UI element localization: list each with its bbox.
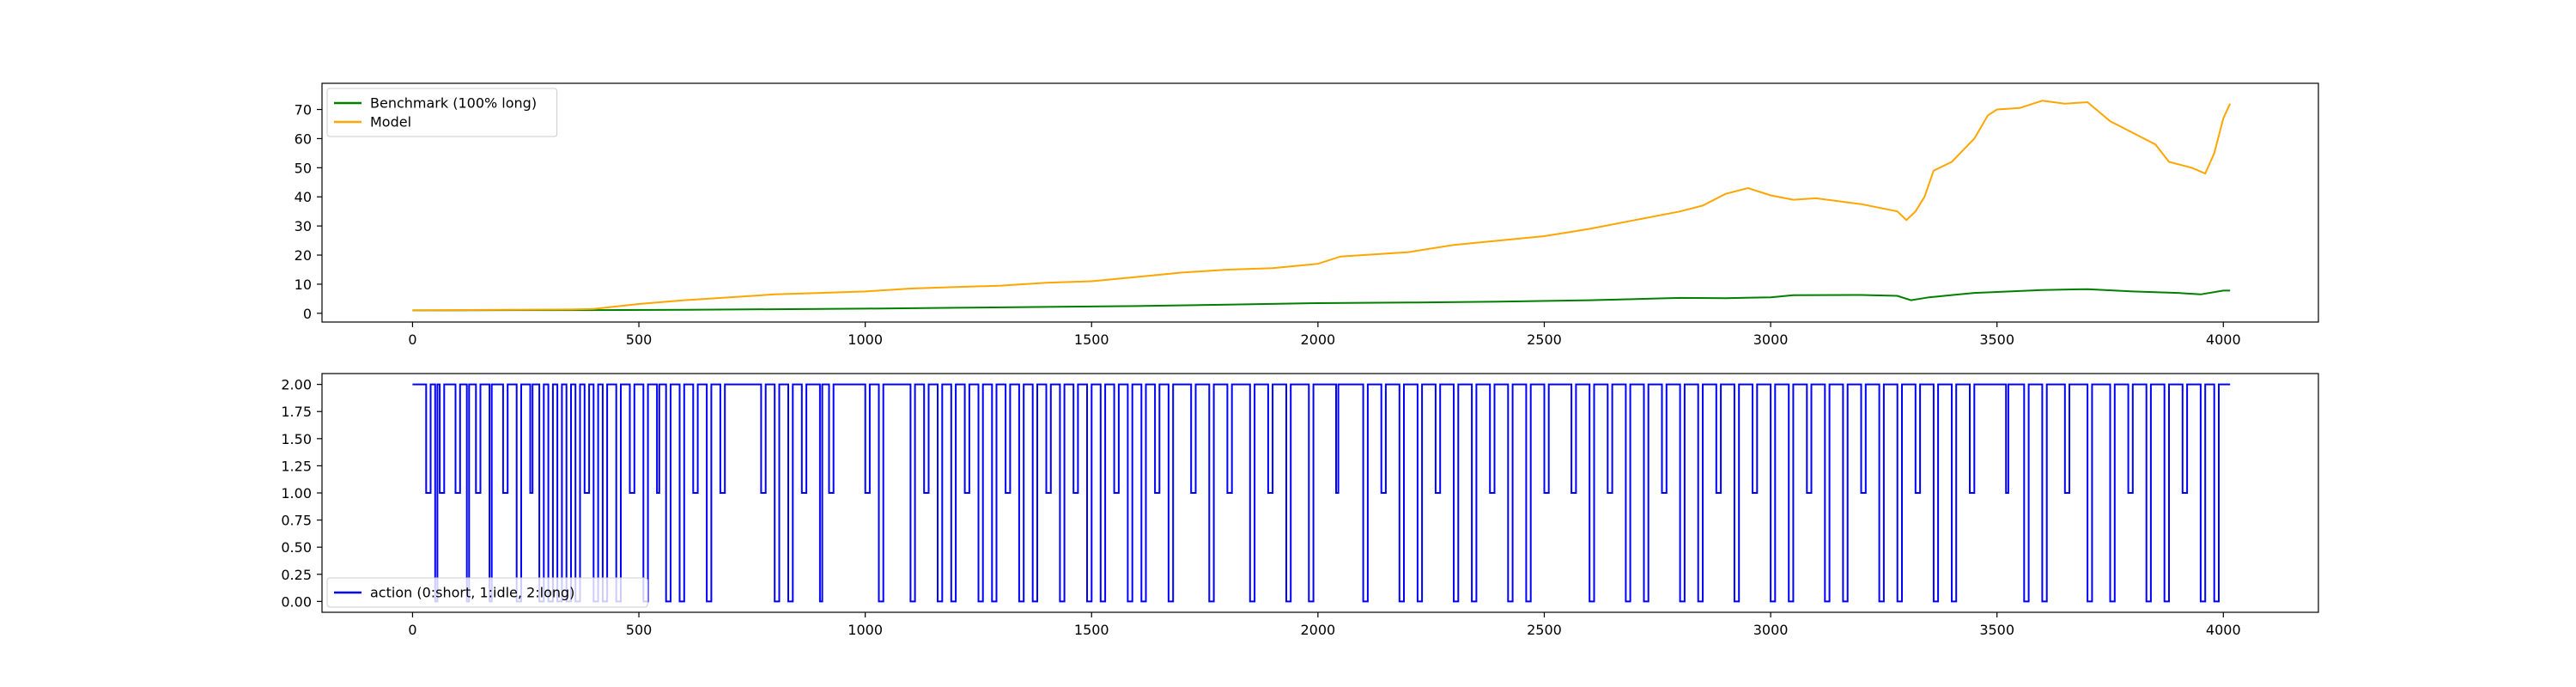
bottom-chart-y-ticks: 0.00 0.25 0.50 0.75 1.00 1.25 1.50 1.75 2.00	[281, 377, 322, 610]
bottom-chart-y-tick-label: 0.25	[281, 567, 312, 583]
bottom-chart-y-tick-label: 0.50	[281, 539, 312, 556]
bottom-chart-y-tick-label: 1.25	[281, 458, 312, 474]
bottom-chart-x-tick-label: 3500	[1979, 622, 2014, 638]
top-chart-x-tick-label: 0	[408, 331, 416, 348]
top-chart-x-tick-label: 1500	[1074, 331, 1109, 348]
bottom-chart-legend-label: action (0:short, 1:idle, 2:long)	[370, 585, 574, 601]
bottom-chart-y-tick-label: 2.00	[281, 377, 312, 393]
top-chart-y-tick-label: 30	[295, 218, 312, 234]
bottom-chart-panel: 0 500 1000 1500 2000 2500 3000 3500 4000 0.00 0.2…	[281, 373, 2319, 638]
bottom-chart-y-tick-label: 0.00	[281, 593, 312, 610]
bottom-chart-x-tick-label: 0	[408, 622, 416, 638]
top-chart-y-ticks: 0 10 20 30 40 50 60 70	[295, 102, 322, 322]
top-chart-series-layer	[412, 100, 2232, 312]
bottom-chart-x-tick-label: 1000	[848, 622, 883, 638]
bottom-chart-x-tick-label: 2000	[1301, 622, 1336, 638]
top-chart-series-line-1	[412, 288, 2231, 312]
top-chart-x-tick-label: 3500	[1979, 331, 2014, 348]
bottom-chart-series-layer	[412, 383, 2231, 603]
bottom-chart-x-tick-label: 1500	[1074, 622, 1109, 638]
bottom-chart-x-tick-label: 3000	[1753, 622, 1789, 638]
top-chart-x-tick-label: 3000	[1753, 331, 1789, 348]
top-chart-x-tick-label: 2500	[1527, 331, 1562, 348]
bottom-chart-series-line-1	[412, 383, 2231, 603]
top-chart-y-tick-label: 40	[295, 189, 312, 205]
bottom-chart-y-tick-label: 1.75	[281, 404, 312, 420]
top-chart-series-line-2	[412, 100, 2232, 312]
top-chart-x-tick-label: 2000	[1301, 331, 1336, 348]
bottom-chart-x-ticks: 0 500 1000 1500 2000 2500 3000 3500 4000	[408, 612, 2241, 638]
bottom-chart-x-tick-label: 500	[626, 622, 653, 638]
bottom-chart-legend-box	[326, 577, 648, 608]
top-chart-panel: 0 500 1000 1500 2000 2500 3000 3500 4000 0 10 20 30…	[295, 82, 2319, 348]
bottom-chart-y-tick-label: 1.50	[281, 431, 312, 447]
bottom-chart-x-tick-label: 2500	[1527, 622, 1562, 638]
top-chart-legend-label: Benchmark (100% long)	[370, 95, 537, 112]
top-chart-x-tick-label: 4000	[2206, 331, 2241, 348]
top-chart-legend: Benchmark (100% long) Model	[326, 88, 558, 137]
top-chart-y-tick-label: 10	[295, 277, 312, 293]
top-chart-plot-area	[322, 83, 2318, 322]
bottom-chart-x-tick-label: 4000	[2206, 622, 2241, 638]
bottom-chart-legend: action (0:short, 1:idle, 2:long)	[326, 577, 648, 608]
bottom-chart-y-tick-label: 1.00	[281, 485, 312, 502]
bottom-chart-y-tick-label: 0.75	[281, 513, 312, 529]
top-chart-y-tick-label: 50	[295, 160, 312, 176]
top-chart-x-tick-label: 1000	[848, 331, 883, 348]
bottom-chart-plot-area	[322, 374, 2318, 612]
top-chart-frame	[321, 82, 2319, 323]
top-chart-y-tick-label: 20	[295, 247, 312, 264]
top-chart-x-ticks: 0 500 1000 1500 2000 2500 3000 3500 4000	[408, 322, 2241, 348]
top-chart-y-tick-label: 70	[295, 102, 312, 119]
top-chart-legend-box	[326, 88, 558, 137]
top-chart-y-tick-label: 60	[295, 131, 312, 147]
top-chart-legend-label: Model	[370, 114, 411, 131]
top-chart-x-tick-label: 500	[626, 331, 653, 348]
top-chart-y-tick-label: 0	[303, 306, 312, 322]
